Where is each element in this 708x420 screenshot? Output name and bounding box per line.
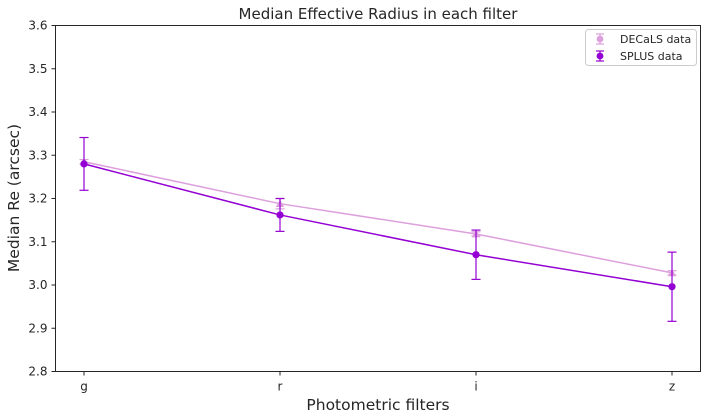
legend-marker-splus bbox=[596, 50, 604, 62]
y-tick-label: 3.1 bbox=[28, 235, 47, 249]
x-tick-label: r bbox=[278, 380, 283, 394]
y-tick-label: 3.6 bbox=[28, 19, 47, 33]
plot-frame bbox=[55, 25, 701, 372]
x-tick-label: z bbox=[669, 380, 675, 394]
data-point-splus-data bbox=[80, 160, 88, 168]
y-tick-label: 3.2 bbox=[28, 192, 47, 206]
legend-box bbox=[585, 29, 697, 66]
y-tick-label: 3.5 bbox=[28, 62, 47, 76]
series-line-decals-data bbox=[83, 161, 673, 274]
legend-label-decals: DECaLS data bbox=[620, 33, 691, 46]
series-line-splus-data bbox=[83, 163, 673, 288]
y-tick-label: 3.4 bbox=[28, 105, 47, 119]
plot-area: 2.8 2.9 3.0 3.1 3.2 3.3 3.4 3.5 3.6 g r i z bbox=[28, 19, 677, 394]
x-tick-label: i bbox=[474, 380, 477, 394]
y-tick-label: 3.0 bbox=[28, 278, 47, 292]
data-point-splus-data bbox=[668, 283, 676, 291]
legend: DECaLS data SPLUS data bbox=[585, 29, 697, 66]
data-point-splus-data bbox=[472, 251, 480, 259]
x-tick-label: g bbox=[80, 380, 88, 394]
data-point-splus-data bbox=[276, 211, 284, 219]
x-axis-label: Photometric filters bbox=[306, 396, 449, 414]
legend-marker-decals bbox=[596, 33, 604, 45]
chart-title: Median Effective Radius in each filter bbox=[239, 5, 519, 23]
legend-symbol bbox=[596, 35, 604, 43]
y-tick-label: 2.8 bbox=[28, 365, 47, 379]
y-tick-label: 3.3 bbox=[28, 148, 47, 162]
legend-label-splus: SPLUS data bbox=[620, 50, 683, 63]
y-tick-label: 2.9 bbox=[28, 321, 47, 335]
y-axis-label: Median Re (arcsec) bbox=[5, 124, 23, 272]
legend-symbol bbox=[596, 52, 604, 60]
